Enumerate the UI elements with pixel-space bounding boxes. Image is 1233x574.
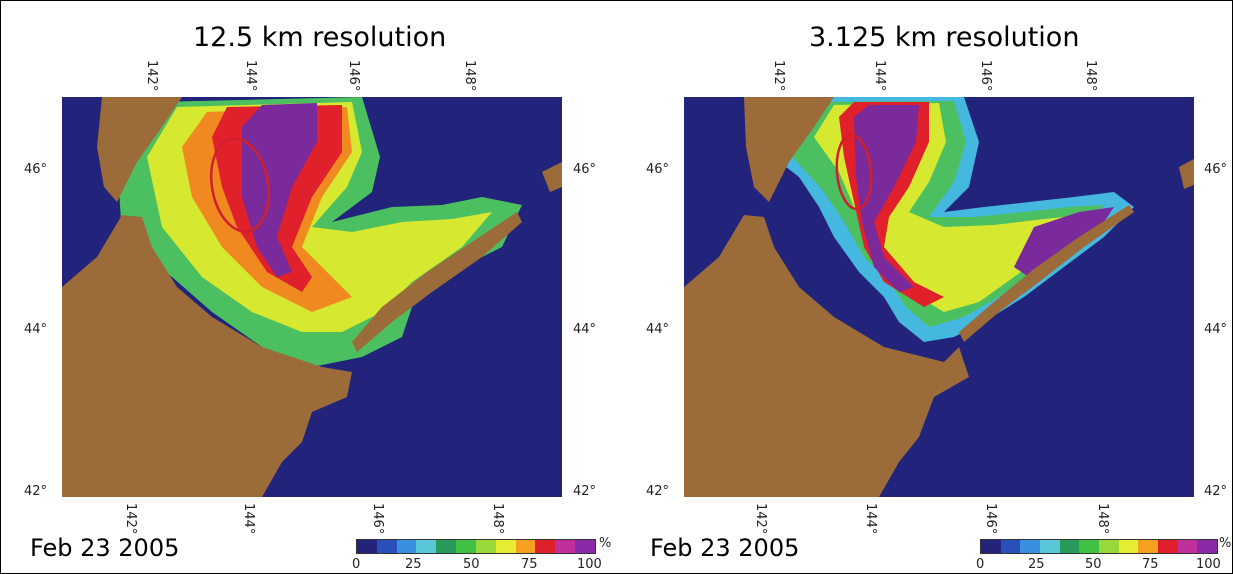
colorbar-swatch	[416, 540, 437, 553]
lon-label-bottom: 146°	[370, 503, 385, 535]
colorbar-tick: 75	[521, 557, 538, 572]
lon-label-bottom: 144°	[863, 503, 878, 535]
colorbar-swatch	[376, 540, 397, 553]
colorbar-swatch	[1138, 540, 1159, 553]
lat-label-right: 46°	[1204, 162, 1228, 177]
colorbar-swatch	[535, 540, 556, 553]
colorbar-unit: %	[1219, 536, 1232, 551]
colorbar-swatch	[357, 540, 377, 553]
lon-label-top: 146°	[978, 60, 993, 92]
lon-label-bottom: 148°	[1095, 503, 1110, 535]
colorbar-tick: 50	[463, 557, 480, 572]
highlight-ellipse	[835, 133, 873, 211]
colorbar-tick: 50	[1085, 557, 1102, 572]
colorbar-tick: 100	[1196, 557, 1221, 572]
colorbar	[356, 539, 596, 554]
land-kurils-north	[542, 162, 562, 192]
lon-label-top: 146°	[346, 60, 361, 92]
ice-full	[242, 103, 317, 277]
lat-label-right: 44°	[573, 322, 597, 337]
colorbar-swatch	[1177, 540, 1198, 553]
lat-label-left: 46°	[24, 162, 48, 177]
colorbar-tick: 25	[1028, 557, 1045, 572]
lon-label-top: 142°	[771, 60, 786, 92]
lon-label-top: 144°	[872, 60, 887, 92]
highlight-ellipse	[209, 137, 271, 233]
colorbar-swatch	[555, 540, 576, 553]
lat-label-right: 42°	[1204, 484, 1228, 499]
lon-label-bottom: 148°	[490, 503, 505, 535]
colorbar	[980, 539, 1218, 554]
colorbar-swatch	[981, 540, 1001, 553]
land-hokkaido	[684, 215, 969, 497]
colorbar-tick: 25	[405, 557, 422, 572]
panel-title: 12.5 km resolution	[193, 22, 447, 53]
land-kurils	[352, 212, 522, 352]
lon-label-bottom: 142°	[753, 503, 768, 535]
lon-label-bottom: 142°	[123, 503, 138, 535]
panel-right: 3.125 km resolution 142° 144° 146° 148° …	[616, 0, 1232, 574]
lon-label-top: 142°	[144, 60, 159, 92]
lon-label-top: 148°	[462, 60, 477, 92]
colorbar-tick: 0	[976, 557, 985, 572]
lat-label-right: 42°	[573, 484, 597, 499]
colorbar-swatch	[1197, 540, 1218, 553]
land-sakhalin	[744, 97, 834, 202]
colorbar-swatch	[436, 540, 457, 553]
date-label: Feb 23 2005	[30, 534, 180, 562]
colorbar-swatch	[1118, 540, 1139, 553]
colorbar-swatch	[495, 540, 516, 553]
colorbar-swatch	[515, 540, 536, 553]
lat-label-right: 44°	[1204, 322, 1228, 337]
land-sakhalin	[97, 97, 182, 202]
colorbar-swatch	[1000, 540, 1021, 553]
colorbar-tick: 100	[577, 557, 602, 572]
date-label: Feb 23 2005	[650, 534, 800, 562]
lat-label-left: 44°	[646, 322, 670, 337]
lon-label-bottom: 144°	[241, 503, 256, 535]
colorbar-swatch	[1020, 540, 1041, 553]
sea-ice-map	[62, 97, 562, 497]
lat-label-left: 42°	[646, 484, 670, 499]
panel-title: 3.125 km resolution	[809, 22, 1080, 53]
sea-ice-map	[684, 97, 1194, 497]
lat-label-left: 44°	[24, 322, 48, 337]
colorbar-swatch	[1079, 540, 1100, 553]
lon-label-top: 144°	[243, 60, 258, 92]
colorbar-unit: %	[599, 536, 612, 551]
panel-left: 12.5 km resolution 142° 144° 146° 148° 4…	[0, 0, 616, 574]
lat-label-left: 46°	[646, 162, 670, 177]
colorbar-swatch	[396, 540, 417, 553]
land-kurils-north	[1179, 159, 1194, 189]
ice-full	[854, 105, 919, 292]
colorbar-swatch	[1040, 540, 1060, 553]
colorbar-swatch	[475, 540, 496, 553]
lon-label-bottom: 146°	[983, 503, 998, 535]
colorbar-swatch	[456, 540, 476, 553]
ice-full-kuril	[1014, 207, 1114, 277]
colorbar-swatch	[1099, 540, 1119, 553]
colorbar-swatch	[1158, 540, 1178, 553]
colorbar-swatch	[1059, 540, 1080, 553]
land-kurils	[959, 205, 1134, 342]
lat-label-left: 42°	[24, 484, 48, 499]
colorbar-tick: 75	[1142, 557, 1159, 572]
colorbar-swatch	[575, 540, 595, 553]
colorbar-tick: 0	[352, 557, 361, 572]
lon-label-top: 148°	[1083, 60, 1098, 92]
land-hokkaido	[62, 215, 352, 497]
lat-label-right: 46°	[573, 162, 597, 177]
